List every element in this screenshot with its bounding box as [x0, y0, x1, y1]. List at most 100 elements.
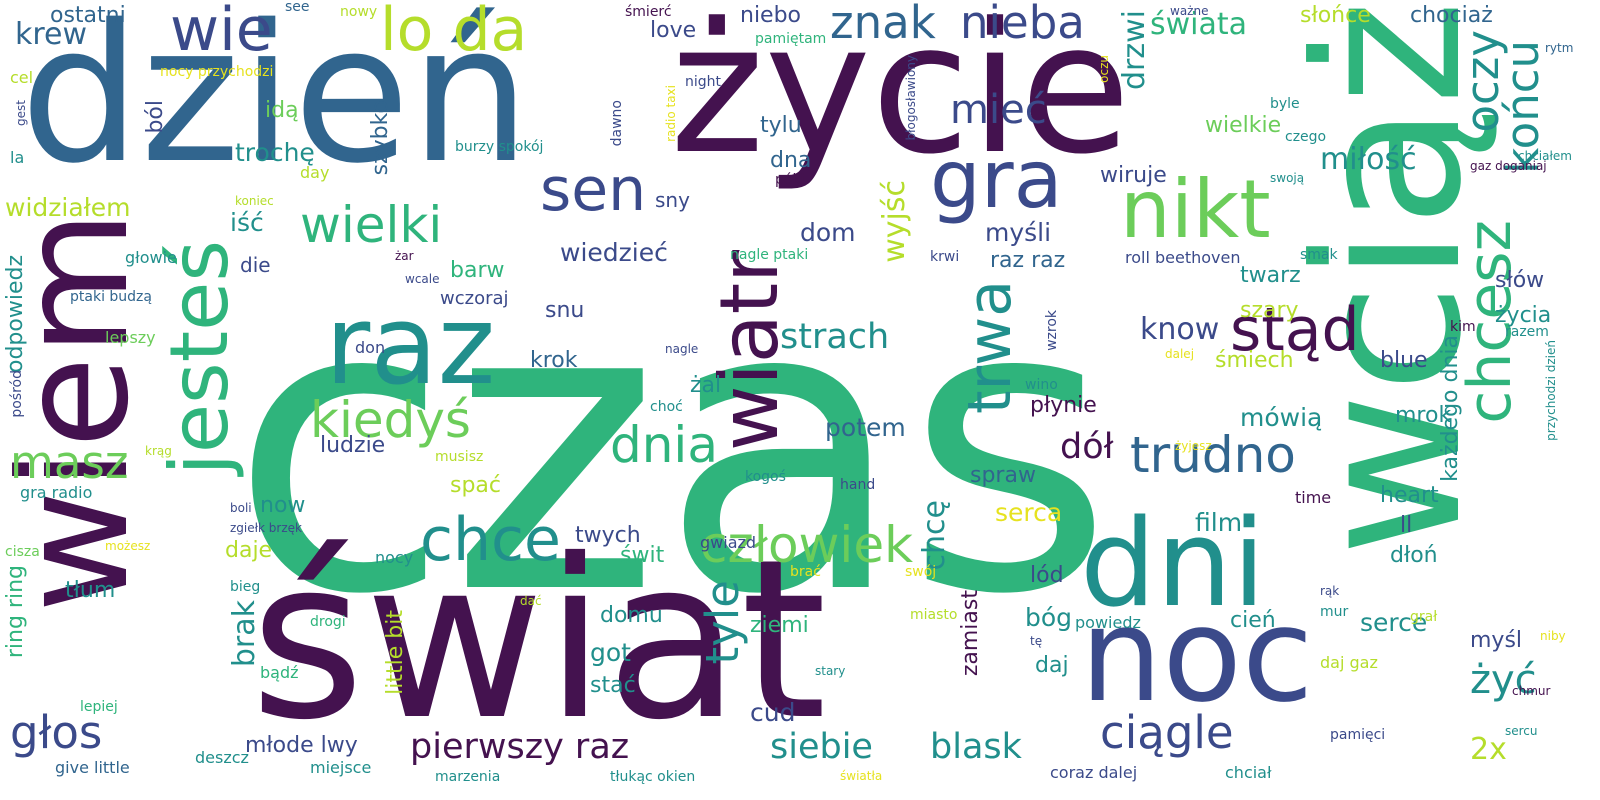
- word: die: [240, 253, 271, 277]
- word: nagle ptaki: [730, 247, 809, 263]
- word: życie: [670, 0, 1131, 194]
- word: ostatni: [50, 3, 126, 28]
- word: widziałem: [5, 193, 131, 222]
- word: myśli: [985, 218, 1052, 247]
- word: koniec: [235, 194, 274, 208]
- word: stary: [815, 664, 846, 678]
- word: snu: [545, 298, 585, 323]
- word: lepiej: [80, 699, 118, 715]
- word: tłum: [65, 578, 116, 603]
- word: dalej: [1165, 347, 1195, 361]
- word: serce: [1360, 608, 1428, 637]
- word: give little: [55, 758, 130, 777]
- word: niebo: [740, 3, 802, 28]
- word: światła: [840, 769, 883, 783]
- word: chciał: [1225, 763, 1272, 782]
- word: dna: [770, 148, 812, 173]
- word: film: [1195, 508, 1243, 537]
- word: ważne: [1170, 4, 1209, 18]
- word: pamięci: [1330, 727, 1386, 743]
- word: daje: [225, 538, 273, 563]
- word: tyle: [696, 580, 749, 665]
- word: głos: [10, 706, 103, 759]
- word: możesz: [105, 539, 151, 553]
- word: ll: [1400, 513, 1413, 538]
- word: nieba: [960, 0, 1085, 49]
- word: masz: [10, 436, 129, 489]
- word: chce: [420, 505, 561, 575]
- word: wzrok: [1044, 310, 1060, 351]
- word: idą: [265, 98, 299, 123]
- word: iść: [230, 208, 264, 237]
- word: bieg: [230, 579, 261, 595]
- word: gra: [930, 133, 1063, 226]
- word: sercu: [1505, 724, 1538, 738]
- word: miłość: [1320, 142, 1417, 177]
- word: głowie: [125, 248, 177, 267]
- word: pośród: [9, 370, 25, 418]
- word: swoją: [1270, 171, 1305, 185]
- word: krąg: [145, 444, 172, 458]
- word: chociaż: [1410, 3, 1493, 28]
- word: świt: [620, 543, 665, 568]
- word: trudno: [1130, 426, 1296, 484]
- word: blue: [1380, 348, 1428, 373]
- word: hand: [840, 477, 876, 493]
- word: żar: [395, 249, 414, 263]
- word: drzwi: [1117, 10, 1152, 90]
- word: wiedzieć: [560, 238, 668, 267]
- word: wiatr: [703, 250, 796, 451]
- word: żyjesz: [1175, 439, 1212, 453]
- word: młode lwy: [245, 733, 358, 758]
- word: mur: [1320, 604, 1349, 620]
- word: póki: [775, 172, 805, 188]
- word: kim: [1450, 319, 1476, 335]
- word: słońce: [1300, 3, 1371, 28]
- word: śmiech: [1215, 348, 1294, 373]
- word: wyjść: [877, 180, 912, 263]
- word: twarz: [1240, 263, 1301, 288]
- word: szybko: [368, 100, 393, 176]
- word: swój: [905, 564, 937, 580]
- word: see: [285, 0, 310, 15]
- word: żyć: [1470, 657, 1537, 703]
- word: stąd: [1230, 295, 1360, 365]
- word: brak: [227, 600, 262, 668]
- word: życia: [1495, 303, 1552, 328]
- word: szary: [1240, 298, 1299, 323]
- word: zamiast: [958, 590, 983, 677]
- word: gest: [14, 100, 28, 126]
- word: tłukąc okien: [610, 769, 696, 785]
- word: rytm: [1545, 41, 1574, 55]
- word: dłoń: [1390, 543, 1438, 568]
- word: nowy: [340, 4, 378, 20]
- word: dom: [800, 218, 856, 247]
- word: kogoś: [745, 469, 786, 485]
- word: krwi: [930, 249, 960, 265]
- word: chciałem: [1518, 149, 1572, 163]
- word: nocy przychodzi: [160, 64, 274, 80]
- word: świata: [1150, 7, 1248, 42]
- word: razem: [1505, 324, 1549, 340]
- word: spać: [450, 473, 502, 498]
- word: ból: [143, 100, 168, 134]
- word: mieć: [950, 87, 1047, 133]
- word: żal: [690, 373, 722, 398]
- word: lo da: [380, 0, 528, 65]
- word: wino: [1025, 377, 1058, 393]
- word: gra radio: [20, 483, 93, 502]
- word: noc: [1080, 579, 1314, 731]
- word: wczoraj: [440, 288, 509, 309]
- word: niby: [1540, 629, 1566, 643]
- word: nocy: [375, 548, 414, 567]
- word: choć: [650, 399, 683, 415]
- word: lód: [1030, 563, 1064, 588]
- word: sen: [540, 155, 647, 225]
- word: gaz doganiaj: [1470, 159, 1547, 173]
- word: dawno: [609, 100, 625, 147]
- word: smak: [1300, 247, 1338, 263]
- word: wielkie: [1205, 113, 1282, 138]
- word: czego: [1285, 129, 1327, 145]
- word: lepszy: [105, 328, 156, 347]
